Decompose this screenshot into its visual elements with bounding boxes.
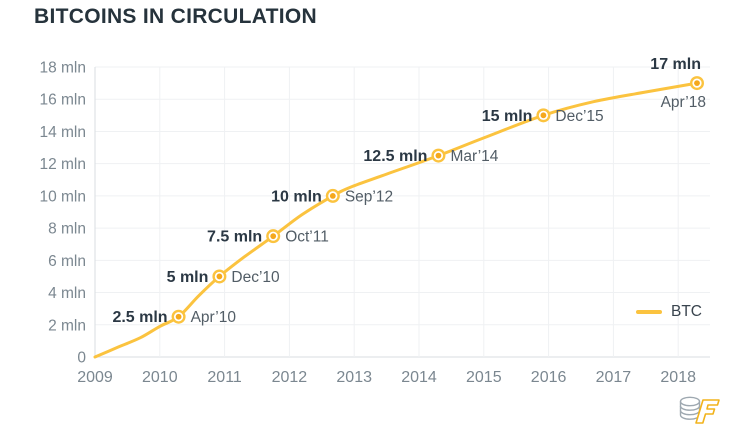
data-point-marker-dot — [694, 80, 700, 87]
data-point-marker-dot — [216, 273, 223, 280]
annotation-value-label: 12.5 mln — [363, 148, 427, 165]
data-point-marker-dot — [540, 112, 547, 119]
annotation-value-label: 7.5 mln — [207, 229, 262, 246]
y-axis-tick-label: 2 mln — [48, 317, 86, 334]
annotation-value-label: 2.5 mln — [112, 309, 167, 326]
x-axis-tick-label: 2010 — [142, 369, 178, 386]
x-axis-tick-label: 2015 — [466, 369, 502, 386]
annotation-date-label: Oct’11 — [285, 229, 329, 246]
y-axis-tick-label: 4 mln — [48, 285, 86, 302]
x-axis-tick-label: 2014 — [401, 369, 437, 386]
y-axis-tick-label: 18 mln — [39, 60, 86, 77]
y-axis-tick-label: 8 mln — [48, 221, 86, 238]
y-axis-tick-label: 10 mln — [39, 188, 86, 205]
coin-stack-icon — [679, 396, 701, 420]
annotation-value-label: 5 mln — [167, 269, 209, 286]
annotation-value-label: 17 mln — [650, 56, 701, 73]
y-axis-tick-label: 0 — [77, 350, 86, 367]
x-axis-tick-label: 2012 — [272, 369, 308, 386]
annotation-date-label: Sep’12 — [345, 188, 393, 205]
x-axis-tick-label: 2013 — [336, 369, 372, 386]
data-point-marker-dot — [435, 152, 442, 159]
chart-legend[interactable]: BTC — [636, 303, 702, 321]
forklog-f-glyph — [695, 399, 720, 424]
annotation-date-label: Dec’15 — [555, 108, 603, 125]
annotation-date-label: Apr’18 — [661, 94, 706, 111]
annotation-date-label: Apr’10 — [191, 309, 237, 326]
x-axis-tick-label: 2009 — [77, 369, 113, 386]
legend-line-swatch — [636, 310, 662, 314]
annotation-value-label: 10 mln — [271, 188, 322, 205]
data-point-marker-dot — [175, 313, 182, 320]
annotation-date-label: Dec’10 — [231, 269, 280, 286]
y-axis-tick-label: 12 mln — [39, 156, 86, 173]
data-point-marker-dot — [329, 192, 336, 199]
page-title: BITCOINS IN CIRCULATION — [34, 5, 317, 28]
annotation-date-label: Mar’14 — [450, 148, 498, 165]
y-axis-tick-label: 14 mln — [39, 124, 86, 141]
x-axis-tick-label: 2017 — [596, 369, 632, 386]
y-axis-tick-label: 16 mln — [39, 92, 86, 109]
annotation-value-label: 15 mln — [482, 108, 533, 125]
x-axis-tick-label: 2018 — [660, 369, 696, 386]
forklog-logo — [679, 396, 720, 424]
y-axis-tick-label: 6 mln — [48, 253, 86, 270]
legend-label: BTC — [671, 303, 702, 320]
data-point-marker-dot — [270, 233, 277, 240]
x-axis-tick-label: 2016 — [531, 369, 567, 386]
x-axis-tick-label: 2011 — [207, 369, 242, 386]
